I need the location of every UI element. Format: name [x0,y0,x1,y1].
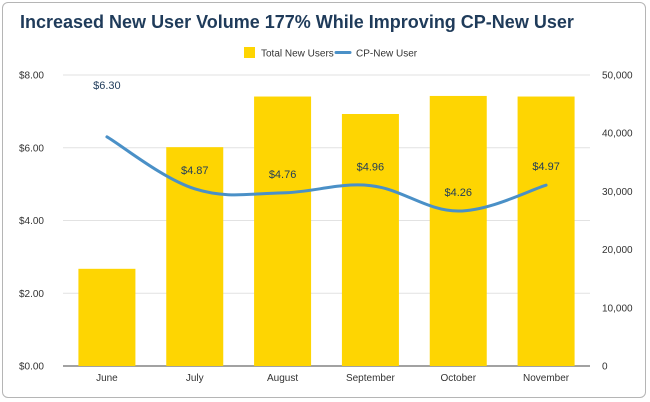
line-data-label: $6.30 [93,80,121,92]
bar [429,95,487,367]
y-right-tick: 40,000 [602,129,633,140]
y-left-tick: $0.00 [19,362,44,373]
y-left-tick: $6.00 [19,143,44,154]
y-right-tick: 0 [602,362,608,373]
bar [517,96,575,366]
legend-label-line: CP-New User [356,49,418,60]
x-axis-ticks: June July August September October November [96,373,570,384]
line-data-label: $4.26 [444,187,472,199]
x-tick-label: September [346,373,396,384]
left-axis-ticks: $0.00 $2.00 $4.00 $6.00 $8.00 [19,71,44,373]
x-tick-label: June [96,373,118,384]
x-tick-label: October [440,373,476,384]
y-right-tick: 30,000 [602,187,633,198]
y-left-tick: $4.00 [19,216,44,227]
legend-label-bars: Total New Users [261,49,334,60]
legend: Total New Users CP-New User [244,47,418,60]
x-tick-label: August [267,373,298,384]
data-labels: $6.30 $4.87 $4.76 $4.96 $4.26 $4.97 [93,80,560,199]
bar [78,268,136,366]
x-tick-label: July [186,373,204,384]
right-axis-ticks: 0 10,000 20,000 30,000 40,000 50,000 [602,71,633,373]
cp-new-user-line [105,135,548,213]
line-data-label: $4.97 [532,161,560,173]
y-right-tick: 50,000 [602,71,633,82]
x-tick-label: November [523,373,570,384]
line-data-label: $4.96 [357,162,385,174]
y-right-tick: 20,000 [602,245,633,256]
bar [254,96,312,366]
gridlines [63,74,590,367]
bar [166,147,224,366]
bars [78,95,575,367]
line-series [105,135,548,213]
legend-swatch-bars [244,47,255,58]
line-data-label: $4.76 [269,169,297,181]
y-left-tick: $2.00 [19,289,44,300]
bar [341,113,399,366]
chart-title: Increased New User Volume 177% While Imp… [20,12,574,32]
line-data-label: $4.87 [181,165,209,177]
y-right-tick: 10,000 [602,303,633,314]
y-left-tick: $8.00 [19,71,44,82]
